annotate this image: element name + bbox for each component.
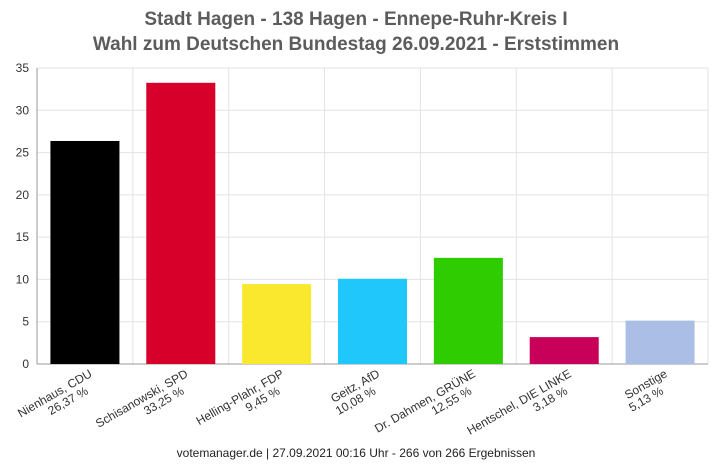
bars (50, 82, 695, 365)
bar (242, 284, 312, 364)
chart-title: Stadt Hagen - 138 Hagen - Ennepe-Ruhr-Kr… (144, 9, 568, 30)
y-tick-label: 5 (22, 315, 29, 329)
chart-subtitle: Wahl zum Deutschen Bundestag 26.09.2021 … (92, 34, 620, 55)
y-tick-label: 20 (16, 188, 30, 202)
bar (433, 257, 503, 364)
bar (146, 82, 216, 365)
bar (50, 140, 120, 364)
y-tick-label: 25 (16, 146, 30, 160)
y-tick-label: 10 (16, 272, 30, 286)
y-tick-label: 15 (16, 230, 30, 244)
footer-source: votemanager.de | 27.09.2021 00:16 Uhr - … (176, 446, 536, 460)
bar (625, 320, 695, 364)
bar (337, 278, 408, 364)
y-tick-label: 35 (16, 61, 30, 75)
y-tick-label: 0 (22, 357, 29, 371)
y-tick-label: 30 (16, 103, 30, 117)
bar (529, 337, 599, 364)
